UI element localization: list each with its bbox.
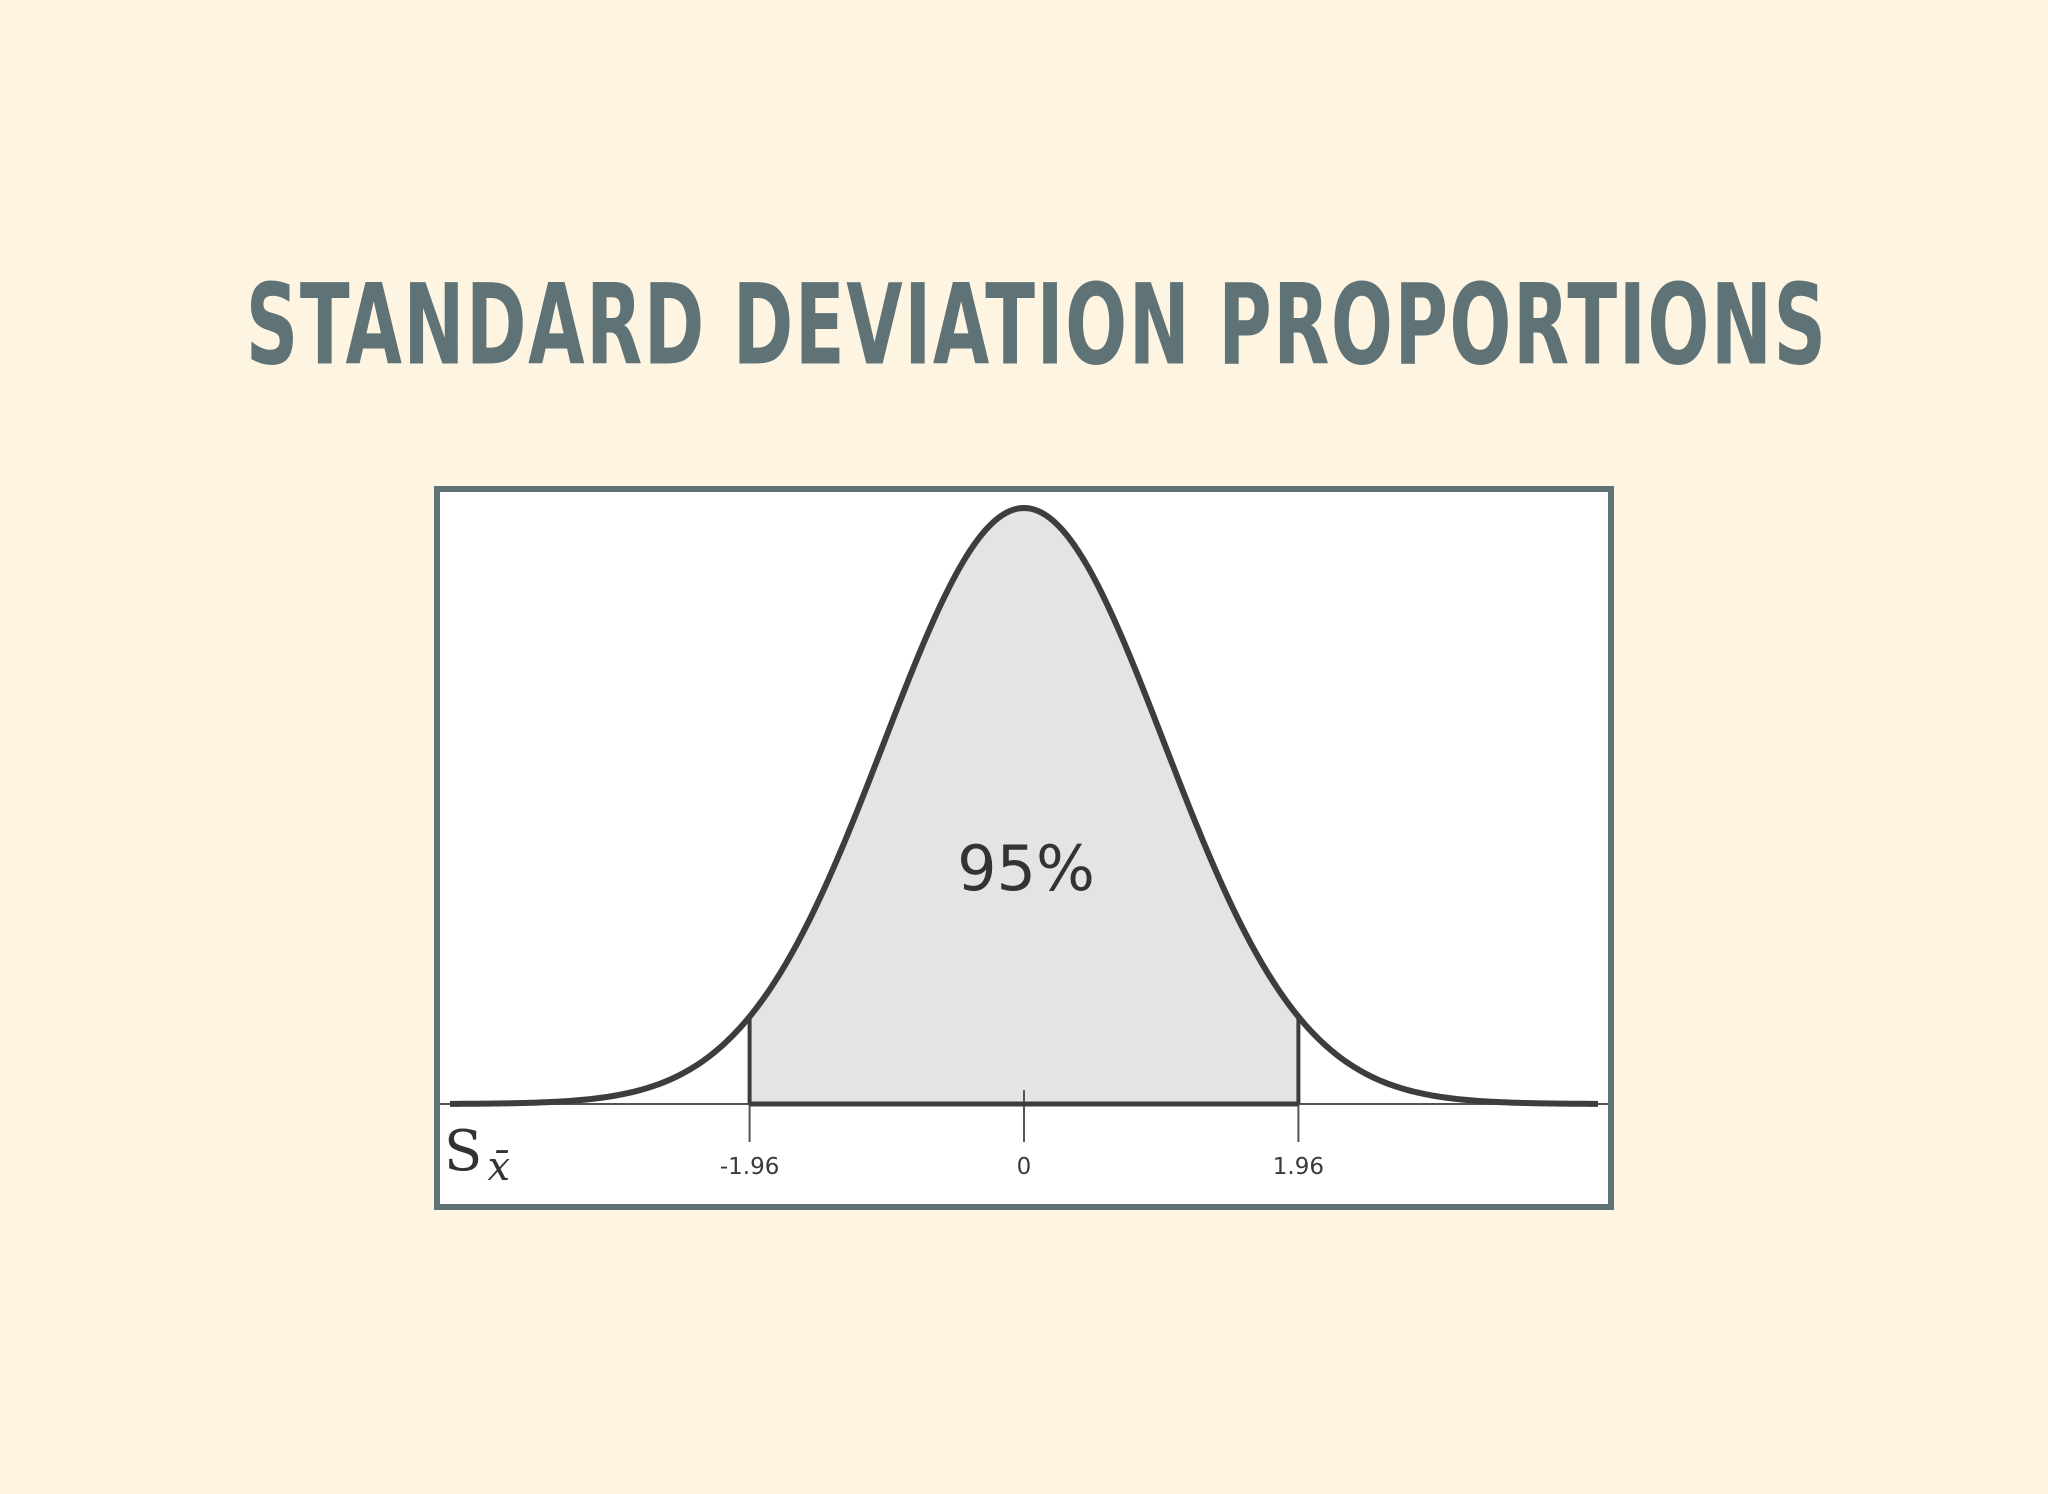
axis-symbol: S x̄ — [444, 1119, 510, 1190]
shaded-region-label: 95% — [957, 832, 1095, 905]
slide-title: STANDARD DEVIATION PROPORTIONS — [245, 260, 1828, 390]
tick-label: 0 — [1017, 1154, 1032, 1180]
shaded-area-95 — [749, 508, 1299, 1104]
tick-marks: -1.96 0 1.96 — [720, 1090, 1324, 1180]
tick-label: 1.96 — [1273, 1154, 1324, 1180]
normal-distribution-chart: -1.96 0 1.96 95% S x̄ — [440, 505, 1608, 1190]
axis-symbol-base: S — [444, 1119, 482, 1184]
bell-curve — [449, 505, 1599, 1107]
chart-frame: -1.96 0 1.96 95% S x̄ — [434, 486, 1614, 1210]
tick-label: -1.96 — [720, 1154, 780, 1180]
axis-symbol-sub: x̄ — [487, 1144, 510, 1190]
